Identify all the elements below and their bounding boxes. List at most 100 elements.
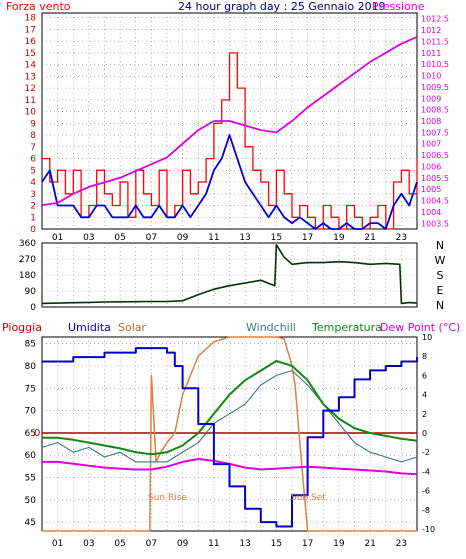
wind-tick-label: 5 <box>30 166 36 176</box>
direction-tick-label: 180 <box>19 271 36 281</box>
wind-tick-label: 0 <box>30 225 36 235</box>
pressure-tick-label: 1005.5 <box>421 174 449 183</box>
x-tick-label: 23 <box>396 539 407 549</box>
x-tick-label: 03 <box>83 539 94 549</box>
windchill-series <box>41 370 418 463</box>
x-tick-label: 07 <box>146 539 157 549</box>
pressure-tick-label: 1008.5 <box>421 106 449 115</box>
pressure-tick-label: 1006 <box>421 162 441 171</box>
temperature-tick-label: 6 <box>422 371 427 380</box>
x-tick-label: 19 <box>333 539 345 549</box>
rain-label: Pioggia <box>2 321 42 334</box>
humidity-tick-label: 65 <box>25 429 36 439</box>
pressure-tick-label: 1003.5 <box>421 219 449 228</box>
wind-tick-label: 1 <box>30 213 36 223</box>
x-tick-label: 15 <box>271 539 282 549</box>
x-tick-label: 21 <box>364 233 375 243</box>
temperature-tick-label: 2 <box>422 410 427 419</box>
x-tick-label: 13 <box>239 233 250 243</box>
x-tick-label: 01 <box>52 539 63 549</box>
humidity-tick-label: 75 <box>25 384 36 394</box>
wind-axis-title: Forza vento <box>6 0 71 13</box>
humidity-tick-label: 80 <box>25 362 37 372</box>
direction-panel-series <box>41 244 418 305</box>
sun-set-annotation: Sun Set <box>291 493 326 503</box>
pressure-tick-label: 1012.5 <box>421 15 449 24</box>
compass-label: W <box>435 254 446 267</box>
humidity-tick-label: 70 <box>25 407 37 417</box>
wind-avg-series <box>41 134 418 230</box>
humidity-tick-label: 45 <box>25 518 36 528</box>
temperature-label: Temperatura <box>311 321 382 334</box>
wind-max-series <box>42 52 418 230</box>
humidity-tick-label: 60 <box>25 451 37 461</box>
direction-tick-label: 90 <box>25 287 37 297</box>
wind-tick-label: 12 <box>25 84 36 94</box>
pressure-tick-label: 1005 <box>421 185 441 194</box>
temperature-tick-label: -6 <box>422 487 430 496</box>
temperature-tick-label: -10 <box>422 525 435 534</box>
temperature-tick-label: 10 <box>422 333 432 342</box>
x-tick-label: 03 <box>83 233 94 243</box>
compass-label: N <box>436 239 444 252</box>
pressure-tick-label: 1004.5 <box>421 197 449 206</box>
rain-zero-label: 0 <box>34 428 40 439</box>
wind-tick-label: 8 <box>30 131 36 141</box>
temperature-series <box>42 360 418 456</box>
wind-panel-x-ticks: 01 03 05 07 09 11 13 15 17 19 21 23 <box>52 233 407 243</box>
humidity-axis-ticks: 45 50 55 60 65 70 75 80 85 <box>25 340 37 528</box>
compass-label: N <box>436 299 444 312</box>
direction-axis-ticks: 0 90 180 270 360 <box>19 239 36 313</box>
temperature-tick-label: 4 <box>422 391 427 400</box>
wind-tick-label: 17 <box>25 25 36 35</box>
humidity-tick-label: 55 <box>25 473 36 483</box>
pressure-tick-label: 1010.5 <box>421 60 449 69</box>
temperature-axis-ticks: 10 8 6 4 2 0 -2 -4 -6 -8 -10 <box>422 333 435 534</box>
x-tick-label: 05 <box>114 233 125 243</box>
wind-tick-label: 10 <box>25 108 37 118</box>
weather-panel-x-ticks: 01 03 05 07 09 11 13 15 17 19 21 23 <box>52 539 407 549</box>
wind-tick-label: 6 <box>30 155 36 165</box>
compass-label: E <box>437 284 444 297</box>
wind-tick-label: 18 <box>25 14 37 24</box>
humidity-label: Umidita <box>68 321 111 334</box>
wind-tick-label: 11 <box>25 96 36 106</box>
humidity-series <box>42 347 418 528</box>
weather-panel-series <box>41 336 418 532</box>
wind-panel-series <box>41 36 418 230</box>
solar-series <box>42 336 417 532</box>
direction-tick-label: 0 <box>30 303 36 313</box>
pressure-tick-label: 1004 <box>421 208 441 217</box>
wind-tick-label: 4 <box>30 178 36 188</box>
temperature-tick-label: -4 <box>422 467 430 476</box>
direction-series <box>41 244 418 305</box>
wind-tick-label: 2 <box>30 202 36 212</box>
pressure-tick-label: 1012 <box>421 26 441 35</box>
wind-tick-label: 13 <box>25 72 36 82</box>
compass-label: S <box>437 269 444 282</box>
pressure-tick-label: 1009 <box>421 94 441 103</box>
sun-rise-annotation: Sun Rise <box>148 493 187 503</box>
pressure-axis-title: Pressione <box>372 0 425 13</box>
temperature-tick-label: 8 <box>422 352 427 361</box>
x-tick-label: 23 <box>396 233 407 243</box>
direction-tick-label: 270 <box>19 255 36 265</box>
graph-title: 24 hour graph day : 25 Gennaio 2019 <box>178 0 386 13</box>
x-tick-label: 05 <box>114 539 125 549</box>
pressure-tick-label: 1007.5 <box>421 128 449 137</box>
x-tick-label: 11 <box>208 539 219 549</box>
x-tick-label: 13 <box>239 539 250 549</box>
humidity-tick-label: 50 <box>25 496 37 506</box>
wind-tick-label: 7 <box>30 143 36 153</box>
pressure-series <box>41 36 418 206</box>
x-tick-label: 01 <box>52 233 63 243</box>
pressure-tick-label: 1011 <box>421 49 441 58</box>
pressure-tick-label: 1006.5 <box>421 151 449 160</box>
direction-panel-grid <box>42 243 417 307</box>
direction-tick-label: 360 <box>19 239 36 249</box>
pressure-tick-label: 1011.5 <box>421 37 449 46</box>
solar-label: Solar <box>118 321 147 334</box>
wind-tick-label: 9 <box>30 119 36 129</box>
